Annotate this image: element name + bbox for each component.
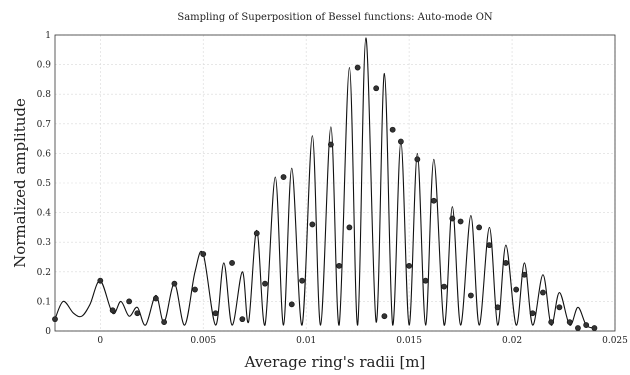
y-tick-label: 1 bbox=[45, 31, 51, 41]
sample-point bbox=[583, 322, 590, 328]
sample-point bbox=[134, 310, 141, 317]
sample-point bbox=[299, 277, 305, 284]
x-tick-label: 0.025 bbox=[602, 336, 628, 346]
x-tick-label: 0.005 bbox=[190, 336, 216, 346]
sample-point bbox=[476, 224, 483, 231]
sample-point bbox=[502, 260, 509, 266]
sample-point bbox=[441, 283, 448, 290]
x-tick-label: 0.015 bbox=[396, 336, 422, 346]
sample-point bbox=[449, 215, 456, 222]
sample-point bbox=[253, 230, 260, 237]
sample-point bbox=[109, 307, 116, 314]
sample-point bbox=[212, 310, 219, 317]
sample-point bbox=[414, 156, 421, 163]
sample-point bbox=[494, 304, 501, 311]
sample-point bbox=[529, 310, 536, 317]
tick-labels: 0 0.005 0.01 0.015 0.02 0.025 0 0.1 0.2 0.3 0.4 0.5… bbox=[37, 31, 628, 346]
plot-frame bbox=[54, 34, 616, 332]
y-tick-label: 0.3 bbox=[37, 238, 52, 248]
sample-point bbox=[280, 174, 287, 180]
sample-point bbox=[346, 224, 353, 231]
sample-point bbox=[97, 277, 104, 284]
sample-point bbox=[200, 251, 207, 257]
y-tick-label: 0.4 bbox=[37, 209, 52, 219]
sample-point bbox=[566, 319, 573, 326]
sample-point bbox=[406, 262, 413, 269]
sample-point bbox=[161, 319, 168, 326]
sample-point bbox=[430, 197, 437, 204]
sample-point bbox=[556, 304, 563, 311]
sample-point bbox=[354, 64, 361, 71]
grid bbox=[55, 34, 616, 332]
sample-point bbox=[288, 301, 295, 308]
sample-point bbox=[126, 298, 133, 305]
x-tick-label: 0.01 bbox=[296, 336, 316, 346]
y-tick-label: 0.2 bbox=[37, 268, 51, 278]
sample-point bbox=[467, 292, 474, 299]
sample-point bbox=[457, 218, 464, 225]
y-tick-label: 0.8 bbox=[37, 90, 52, 100]
x-tick-label: 0 bbox=[97, 336, 103, 346]
y-tick-label: 0.5 bbox=[37, 179, 52, 189]
sample-point bbox=[591, 325, 598, 331]
sample-point bbox=[540, 289, 546, 296]
sample-points bbox=[52, 64, 598, 331]
sample-point bbox=[389, 126, 396, 133]
y-tick-label: 0.1 bbox=[37, 297, 51, 307]
sample-point bbox=[575, 325, 581, 331]
chart-title: Sampling of Superposition of Bessel func… bbox=[177, 12, 493, 23]
sample-point bbox=[229, 260, 235, 266]
sample-point bbox=[262, 280, 268, 287]
y-axis-label: Normalized amplitude bbox=[11, 98, 29, 268]
sample-point bbox=[336, 262, 343, 269]
sample-point bbox=[327, 141, 334, 148]
sample-point bbox=[239, 316, 246, 323]
y-tick-label: 0.9 bbox=[37, 61, 52, 71]
sample-point bbox=[548, 319, 555, 326]
sample-point bbox=[422, 277, 429, 284]
y-tick-label: 0 bbox=[45, 327, 51, 337]
sample-point bbox=[521, 271, 528, 278]
sample-point bbox=[152, 295, 159, 302]
sample-point bbox=[171, 280, 178, 287]
sample-point bbox=[192, 286, 198, 293]
sample-point bbox=[486, 242, 493, 249]
sample-point bbox=[309, 221, 316, 228]
x-tick-label: 0.02 bbox=[502, 336, 522, 346]
x-axis-label: Average ring's radii [m] bbox=[244, 353, 426, 371]
y-tick-label: 0.7 bbox=[37, 120, 52, 130]
sample-point bbox=[373, 85, 380, 92]
sample-point bbox=[381, 313, 388, 320]
y-tick-label: 0.6 bbox=[37, 149, 52, 159]
sample-point bbox=[513, 286, 520, 293]
sample-point bbox=[397, 138, 404, 145]
